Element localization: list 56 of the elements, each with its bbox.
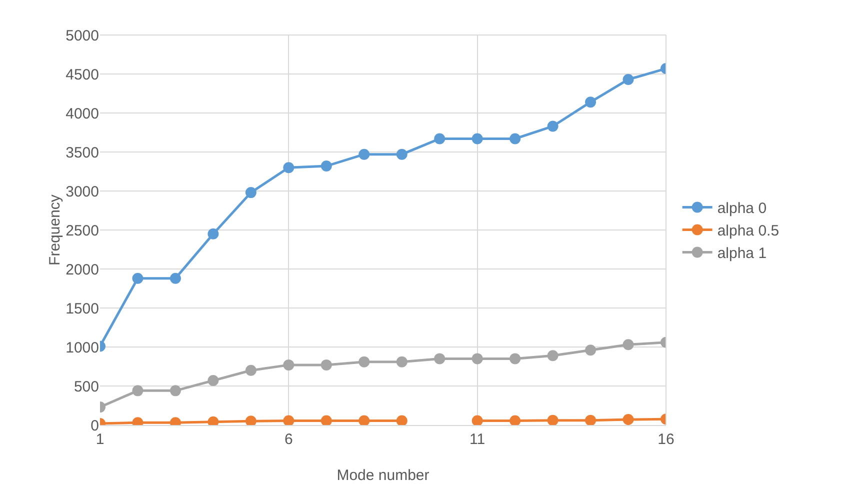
point: [585, 414, 596, 425]
point: [472, 133, 483, 144]
point: [320, 359, 332, 370]
y-tick-label: 3000: [66, 183, 99, 200]
point: [396, 356, 408, 368]
point: [472, 415, 483, 425]
point: [547, 414, 558, 425]
point: [358, 148, 370, 160]
y-tick-label: 1000: [66, 339, 99, 356]
y-tick-label: 2000: [66, 261, 99, 278]
point: [320, 415, 332, 425]
point: [396, 148, 408, 160]
point: [132, 385, 144, 396]
point: [547, 120, 558, 132]
point: [283, 359, 294, 370]
point: [170, 272, 181, 284]
point: [622, 339, 634, 350]
point: [208, 228, 219, 240]
y-tick-label: 3500: [66, 144, 99, 162]
x-tick-label: 6: [284, 431, 293, 448]
point: [132, 272, 144, 284]
point: [585, 344, 596, 356]
point: [245, 187, 256, 198]
point: [396, 415, 408, 425]
legend-label: alpha 0: [717, 200, 767, 218]
point: [585, 96, 596, 108]
y-tick-label: 4000: [66, 105, 99, 122]
y-axis-title: Frequency: [46, 194, 64, 266]
point: [283, 415, 294, 425]
y-tick-label: 1500: [66, 300, 99, 318]
point: [510, 133, 521, 144]
point: [358, 356, 370, 368]
y-tick-label: 5000: [66, 27, 99, 44]
point: [170, 385, 181, 396]
point: [434, 133, 446, 144]
point: [208, 375, 219, 386]
x-tick-label: 16: [658, 431, 674, 448]
point: [510, 415, 521, 425]
point: [547, 350, 558, 362]
point: [358, 415, 370, 425]
x-tick-label: 11: [470, 431, 486, 448]
point: [622, 74, 634, 85]
y-tick-label: 2500: [66, 222, 99, 240]
point: [510, 353, 521, 364]
legend-label: alpha 0.5: [717, 222, 780, 240]
point: [320, 160, 332, 172]
point: [283, 162, 294, 174]
y-tick-label: 4500: [66, 66, 99, 84]
point: [472, 353, 483, 364]
point: [245, 416, 256, 425]
point: [622, 414, 634, 425]
y-tick-label: 500: [74, 378, 99, 396]
x-axis-title: Mode number: [336, 467, 430, 484]
point: [245, 364, 256, 376]
legend-label: alpha 1: [717, 245, 767, 262]
point: [434, 353, 446, 364]
